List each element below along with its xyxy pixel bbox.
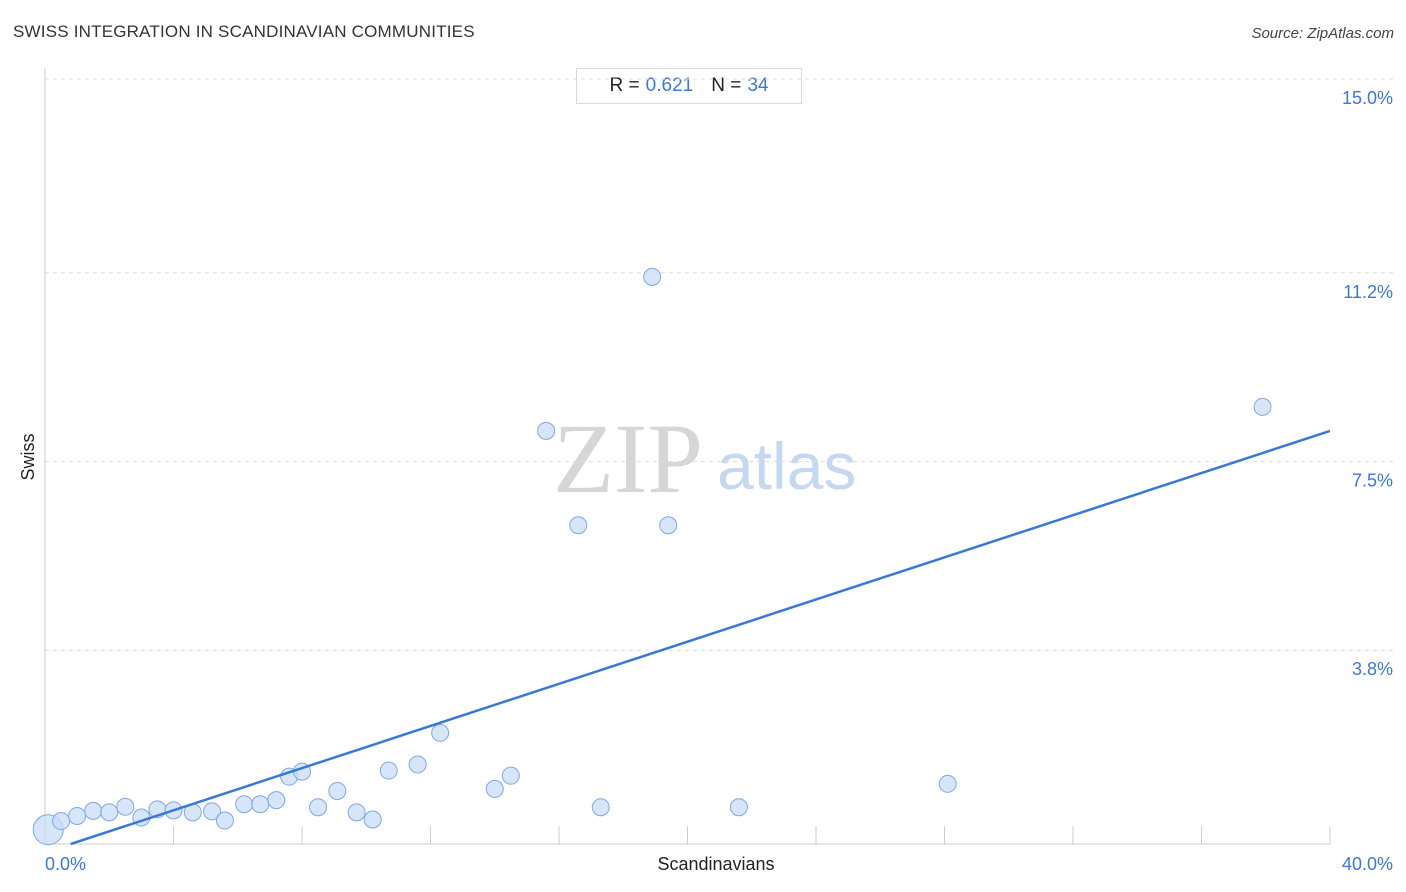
data-point xyxy=(52,812,71,831)
y-axis-title: Swiss xyxy=(18,433,38,480)
data-point xyxy=(363,810,382,829)
data-point xyxy=(267,791,286,810)
r-label: R = xyxy=(609,75,640,96)
y-tick-label: 15.0% xyxy=(1342,88,1393,108)
data-point xyxy=(251,795,270,814)
data-point xyxy=(379,761,398,780)
data-point xyxy=(203,802,222,821)
data-point xyxy=(235,795,254,814)
source-label: Source: ZipAtlas.com xyxy=(1251,25,1394,42)
watermark-zip: ZIP xyxy=(553,403,703,514)
data-point xyxy=(328,781,347,800)
trendline-group xyxy=(70,429,1331,846)
x-tick-label: 40.0% xyxy=(1342,854,1393,874)
data-points xyxy=(32,267,1272,846)
data-point xyxy=(537,421,556,440)
data-point xyxy=(408,755,427,774)
data-point xyxy=(68,806,87,825)
trendline xyxy=(70,429,1331,846)
data-point xyxy=(591,798,610,817)
n-label: N = xyxy=(711,75,742,96)
data-point xyxy=(1253,397,1272,416)
x-axis-title: Scandinavians xyxy=(657,854,774,874)
data-point xyxy=(116,797,135,816)
data-point xyxy=(485,779,504,798)
y-tick-label: 3.8% xyxy=(1352,659,1393,679)
correlation-stats-box: R = 0.621 N = 34 xyxy=(576,68,802,104)
r-value: 0.621 xyxy=(645,75,694,96)
axes: 0.0% 40.0% xyxy=(44,68,1393,874)
data-point xyxy=(347,803,366,822)
data-point xyxy=(569,516,588,535)
data-point xyxy=(309,798,328,817)
axis-labels: Scandinavians Swiss xyxy=(18,433,775,874)
data-point xyxy=(100,803,119,822)
data-point xyxy=(215,811,234,830)
watermark-atlas: atlas xyxy=(717,429,856,503)
data-point xyxy=(84,801,103,820)
n-value: 34 xyxy=(747,75,769,96)
data-point xyxy=(659,516,678,535)
data-point xyxy=(729,798,748,817)
data-point xyxy=(501,766,520,785)
chart-title: SWISS INTEGRATION IN SCANDINAVIAN COMMUN… xyxy=(13,22,475,41)
y-tick-label: 7.5% xyxy=(1352,471,1393,491)
y-tick-label: 11.2% xyxy=(1343,282,1393,302)
data-point xyxy=(938,774,957,793)
data-point xyxy=(431,723,450,742)
data-point xyxy=(643,267,662,286)
x-tick-label: 0.0% xyxy=(45,854,86,874)
gridlines: 15.0% 11.2% 7.5% 3.8% xyxy=(45,78,1394,679)
watermark: ZIP atlas xyxy=(553,403,856,514)
